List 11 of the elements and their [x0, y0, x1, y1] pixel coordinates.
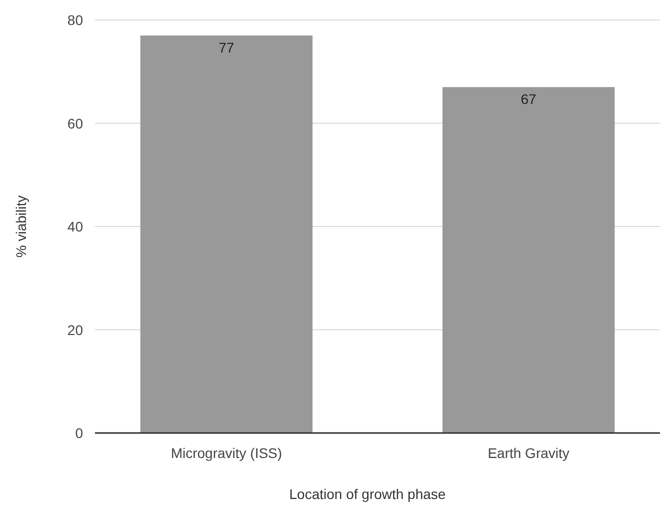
x-axis-title: Location of growth phase — [289, 486, 446, 502]
x-tick-label: Earth Gravity — [488, 445, 570, 461]
data-label: 67 — [520, 91, 537, 108]
x-tick-label: Microgravity (ISS) — [170, 445, 282, 461]
y-axis-title: % viability — [13, 195, 29, 258]
y-tick-label: 60 — [67, 115, 84, 132]
y-tick-label: 0 — [75, 425, 84, 441]
y-tick-label: 40 — [67, 218, 84, 234]
data-label: 77 — [218, 39, 234, 56]
y-tick-label: 20 — [67, 322, 84, 338]
y-tick-label: 80 — [67, 12, 84, 28]
